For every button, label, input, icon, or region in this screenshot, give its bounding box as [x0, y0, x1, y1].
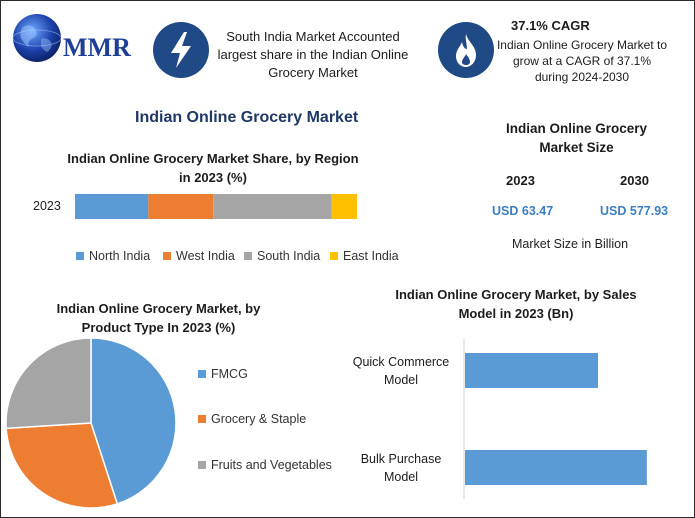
cagr-title: 37.1% CAGR — [511, 18, 590, 33]
legend-west-india: West India — [163, 249, 235, 263]
sales-bar-chart — [463, 339, 647, 499]
flame-icon — [456, 34, 476, 67]
region-bar-segment-east-india — [331, 194, 357, 219]
cagr-text: Indian Online Grocery Market to grow at … — [496, 38, 668, 84]
legend-fmcg: FMCG — [198, 367, 248, 381]
legend-swatch-fmcg — [198, 370, 206, 378]
value-2030: USD 577.93 — [600, 204, 669, 218]
legend-label-grocery: Grocery & Staple — [211, 412, 307, 426]
region-chart-title: Indian Online Grocery Market Share, by R… — [67, 151, 359, 185]
region-chart-category: 2023 — [33, 199, 61, 213]
sales-bar-quick-commerce — [465, 353, 598, 388]
legend-east-india: East India — [330, 249, 399, 263]
legend-label-east: East India — [343, 249, 399, 263]
legend-swatch-grocery — [198, 415, 206, 423]
legend-label-south: South India — [257, 249, 321, 263]
region-stacked-bar-chart — [75, 194, 357, 219]
region-bar-segment-south-india — [213, 194, 332, 219]
product-chart-title: Indian Online Grocery Market, by Product… — [56, 301, 261, 335]
lightning-icon — [171, 32, 191, 68]
year-2030-label: 2030 — [620, 173, 649, 188]
region-bar-segment-west-india — [148, 194, 214, 219]
mmr-logo: MMR — [9, 9, 141, 69]
legend-south-india: South India — [244, 249, 320, 263]
sales-bar-bulk-purchase — [465, 450, 647, 485]
pie-slice-grocery-staple — [5, 422, 119, 509]
market-size-title: Indian Online Grocery Market Size — [505, 121, 648, 155]
market-size-note: Market Size in Billion — [512, 237, 629, 251]
region-bar-segment-north-india — [75, 194, 149, 219]
pie-slice-fruits-and-vegetables — [5, 337, 92, 430]
legend-swatch-fruits — [198, 461, 206, 469]
brand-name: MMR — [63, 33, 131, 62]
legend-label-fruits: Fruits and Vegetables — [211, 458, 332, 472]
pie-slice-fmcg — [90, 337, 177, 505]
product-pie-chart — [5, 337, 177, 509]
value-2023: USD 63.47 — [492, 204, 554, 218]
legend-grocery-staple: Grocery & Staple — [198, 412, 306, 426]
legend-swatch-east — [330, 252, 338, 260]
globe-icon — [12, 14, 62, 62]
main-title: Indian Online Grocery Market — [135, 109, 359, 126]
legend-swatch-south — [244, 252, 252, 260]
header-badge-cagr — [438, 22, 494, 78]
legend-north-india: North India — [76, 249, 150, 263]
region-share-text: South India Market Accounted largest sha… — [217, 29, 409, 80]
sales-chart-title: Indian Online Grocery Market, by Sales M… — [395, 287, 637, 321]
year-2023-label: 2023 — [506, 173, 535, 188]
legend-swatch-north — [76, 252, 84, 260]
legend-fruits-vegetables: Fruits and Vegetables — [198, 458, 332, 472]
header-badge-region — [153, 22, 209, 78]
legend-label-fmcg: FMCG — [211, 367, 248, 381]
category-quick-commerce: Quick Commerce Model — [352, 355, 450, 387]
legend-label-west: West India — [176, 249, 235, 263]
legend-label-north: North India — [89, 249, 151, 263]
legend-swatch-west — [163, 252, 171, 260]
category-bulk-purchase: Bulk Purchase Model — [360, 452, 442, 484]
